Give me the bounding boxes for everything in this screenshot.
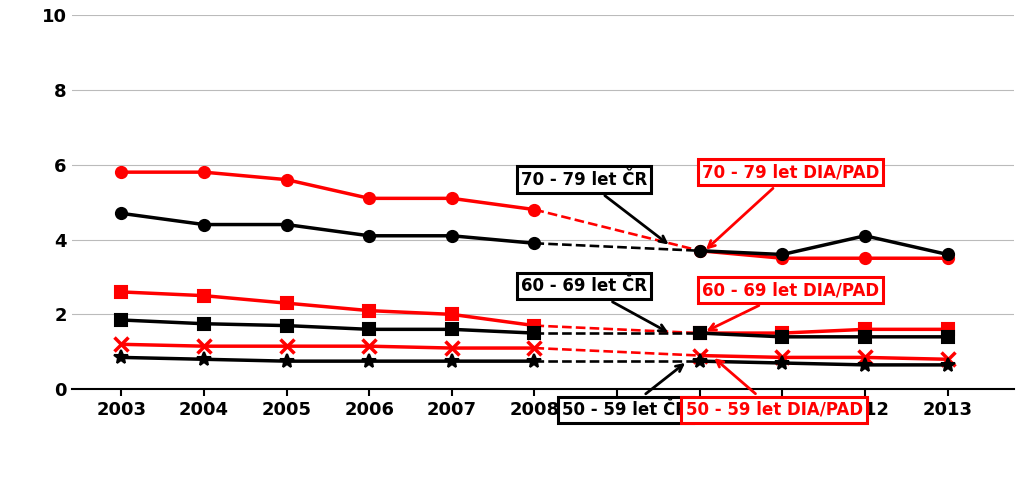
Text: 60 - 69 let ČR: 60 - 69 let ČR: [521, 277, 666, 331]
Text: 70 - 79 let DIA/PAD: 70 - 79 let DIA/PAD: [701, 163, 880, 248]
Text: 70 - 79 let ČR: 70 - 79 let ČR: [521, 171, 667, 243]
Text: 50 - 59 let ČR: 50 - 59 let ČR: [562, 365, 688, 419]
Text: 50 - 59 let DIA/PAD: 50 - 59 let DIA/PAD: [685, 360, 862, 419]
Text: 60 - 69 let DIA/PAD: 60 - 69 let DIA/PAD: [702, 281, 880, 330]
